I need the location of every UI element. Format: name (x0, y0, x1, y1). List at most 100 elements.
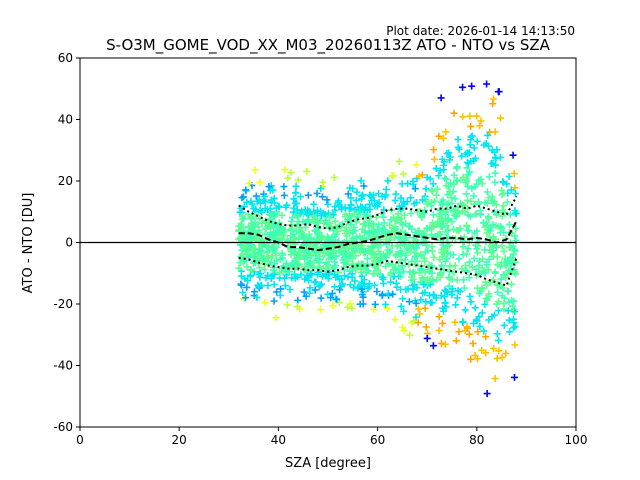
data-point (239, 224, 247, 232)
data-point (507, 259, 515, 267)
data-point (397, 194, 405, 202)
data-point (466, 168, 474, 176)
data-point (429, 276, 437, 284)
data-point (323, 260, 331, 268)
data-point (483, 296, 491, 304)
data-point (318, 280, 326, 288)
data-point (288, 214, 296, 222)
data-point (422, 323, 430, 331)
data-point (438, 155, 446, 163)
data-point (251, 218, 259, 226)
data-point (430, 253, 438, 261)
data-point (395, 272, 403, 280)
data-point (433, 191, 441, 199)
data-point (444, 226, 452, 234)
data-point (494, 281, 502, 289)
data-point (510, 373, 518, 381)
data-point (453, 276, 461, 284)
data-point (331, 203, 339, 211)
data-point (297, 209, 305, 217)
data-point (331, 258, 339, 266)
data-point (499, 284, 507, 292)
data-point (489, 221, 497, 229)
data-point (488, 249, 496, 257)
data-point (485, 290, 493, 298)
data-point (493, 354, 501, 362)
data-point (333, 295, 341, 303)
data-point (378, 226, 386, 234)
data-point (235, 264, 243, 272)
data-point (292, 182, 300, 190)
data-point (430, 146, 438, 154)
data-point (423, 224, 431, 232)
data-point (502, 234, 510, 242)
data-point (275, 269, 283, 277)
data-point (370, 257, 378, 265)
data-point (473, 317, 481, 325)
data-point (330, 233, 338, 241)
data-point (446, 275, 454, 283)
data-point (491, 128, 499, 136)
data-point (495, 336, 503, 344)
data-point (435, 313, 443, 321)
data-point (299, 217, 307, 225)
data-point (411, 260, 419, 268)
data-point (281, 166, 289, 174)
data-point (340, 259, 348, 267)
data-point (282, 203, 290, 211)
data-point (503, 198, 511, 206)
data-point (491, 375, 499, 383)
data-point (396, 250, 404, 258)
x-tick-label: 0 (76, 433, 84, 447)
data-point (400, 268, 408, 276)
data-point (405, 298, 413, 306)
data-point (248, 233, 256, 241)
data-point (483, 199, 491, 207)
data-point (504, 258, 512, 266)
data-point (341, 230, 349, 238)
data-point (393, 250, 401, 258)
data-point (352, 196, 360, 204)
data-point (272, 314, 280, 322)
data-point (463, 221, 471, 229)
data-point (432, 164, 440, 172)
data-point (439, 304, 447, 312)
data-point (411, 269, 419, 277)
data-point (427, 186, 435, 194)
data-point (284, 174, 292, 182)
data-point (459, 113, 467, 121)
data-point (418, 274, 426, 282)
data-point (410, 245, 418, 253)
data-point (379, 213, 387, 221)
data-point (328, 242, 336, 250)
data-point (453, 176, 461, 184)
data-point (429, 187, 437, 195)
data-point (480, 327, 488, 335)
data-point (265, 221, 273, 229)
data-point (376, 238, 384, 246)
data-point (482, 349, 490, 357)
data-point (276, 255, 284, 263)
data-point (317, 212, 325, 220)
data-point (351, 226, 359, 234)
data-point (417, 266, 425, 274)
data-point (505, 172, 513, 180)
data-point (398, 263, 406, 271)
data-point (449, 285, 457, 293)
data-point (350, 284, 358, 292)
data-point (455, 328, 463, 336)
data-point (428, 298, 436, 306)
data-point (459, 83, 467, 91)
data-point (469, 339, 477, 347)
data-point (380, 219, 388, 227)
data-point (419, 196, 427, 204)
data-point (493, 300, 501, 308)
data-point (492, 154, 500, 162)
data-point (357, 177, 365, 185)
data-point (250, 205, 258, 213)
data-point (308, 271, 316, 279)
data-point (242, 186, 250, 194)
data-point (468, 264, 476, 272)
data-point (474, 328, 482, 336)
data-point (280, 231, 288, 239)
